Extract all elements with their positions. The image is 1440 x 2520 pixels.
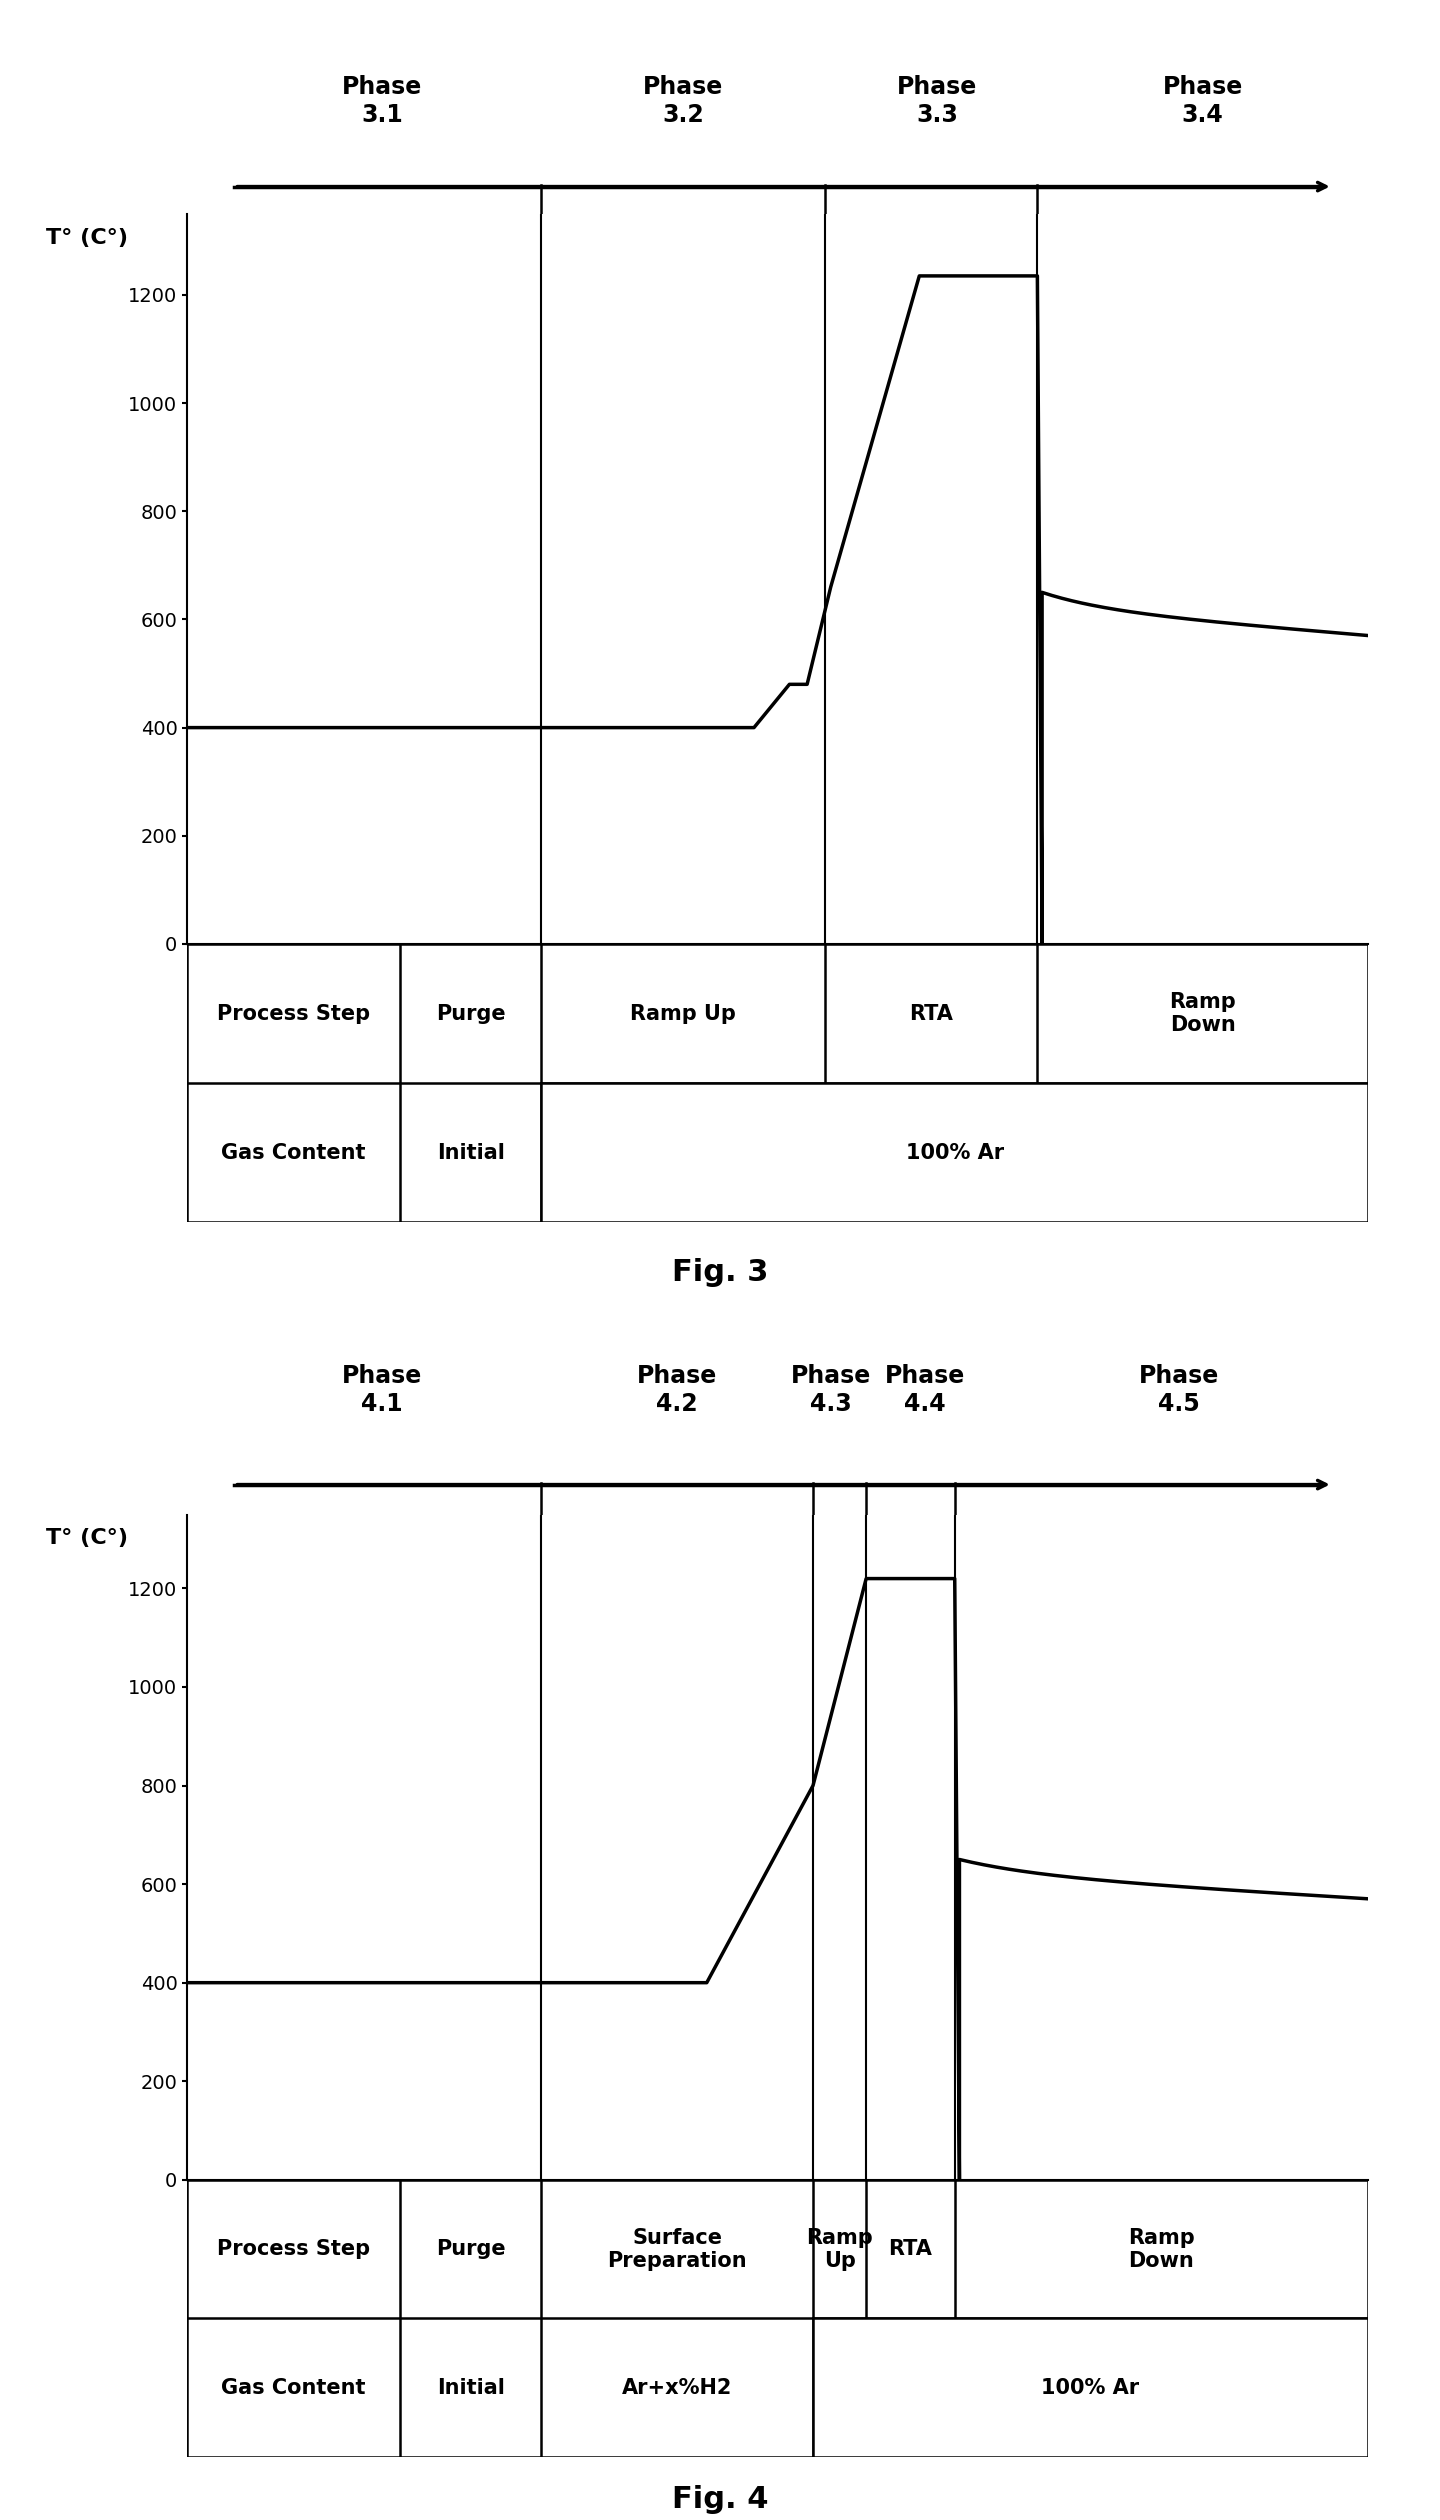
Text: Fig. 4: Fig. 4 — [671, 2485, 769, 2515]
Y-axis label: T° (C°): T° (C°) — [46, 1527, 128, 1547]
Bar — [541, 1084, 1368, 1222]
Text: Phase
4.3: Phase 4.3 — [791, 1363, 871, 1416]
Text: Phase
4.2: Phase 4.2 — [636, 1363, 717, 1416]
Bar — [814, 2318, 1368, 2457]
Text: Ar+x%H2: Ar+x%H2 — [622, 2379, 733, 2397]
Text: RTA: RTA — [888, 2240, 932, 2258]
Text: Fig. 3: Fig. 3 — [672, 1257, 768, 1288]
Text: Phase
3.3: Phase 3.3 — [897, 76, 978, 126]
Text: Phase
4.4: Phase 4.4 — [886, 1363, 965, 1416]
Text: Process Step: Process Step — [217, 1003, 370, 1023]
Text: Phase
4.1: Phase 4.1 — [341, 1363, 422, 1416]
Text: Surface
Preparation: Surface Preparation — [608, 2228, 747, 2271]
Text: 100% Ar: 100% Ar — [906, 1142, 1004, 1162]
Text: Purge: Purge — [436, 2240, 505, 2258]
Text: Initial: Initial — [436, 1142, 504, 1162]
Text: Purge: Purge — [436, 1003, 505, 1023]
Text: Gas Content: Gas Content — [222, 2379, 366, 2397]
Text: Phase
3.4: Phase 3.4 — [1162, 76, 1243, 126]
Text: RTA: RTA — [909, 1003, 953, 1023]
Text: Ramp
Down: Ramp Down — [1128, 2228, 1195, 2271]
Text: Initial: Initial — [436, 2379, 504, 2397]
Text: Process Step: Process Step — [217, 2240, 370, 2258]
Text: Ramp
Up: Ramp Up — [806, 2228, 873, 2271]
Text: Phase
4.5: Phase 4.5 — [1139, 1363, 1220, 1416]
Text: Ramp Up: Ramp Up — [631, 1003, 736, 1023]
Text: Phase
3.1: Phase 3.1 — [341, 76, 422, 126]
Text: Phase
3.2: Phase 3.2 — [644, 76, 723, 126]
Text: Gas Content: Gas Content — [222, 1142, 366, 1162]
Y-axis label: T° (C°): T° (C°) — [46, 229, 128, 249]
Text: 100% Ar: 100% Ar — [1041, 2379, 1139, 2397]
Text: Ramp
Down: Ramp Down — [1169, 993, 1236, 1036]
